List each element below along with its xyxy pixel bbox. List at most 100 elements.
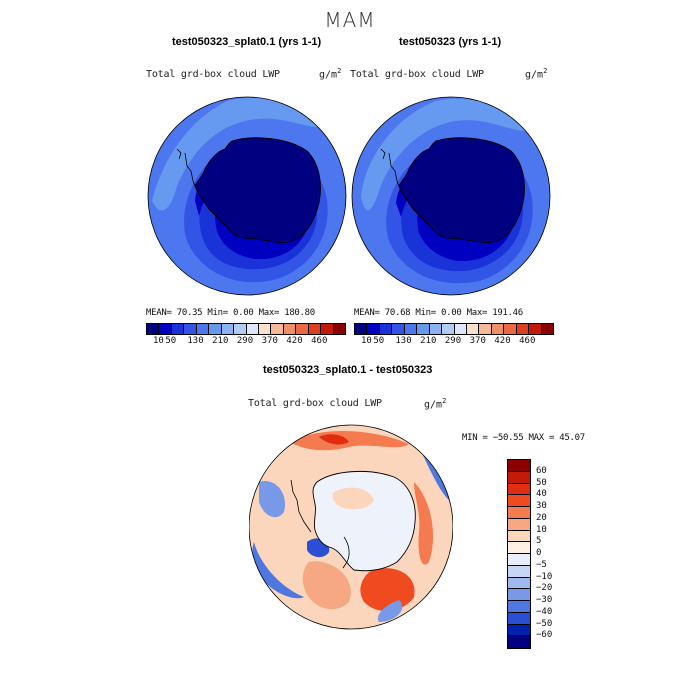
diff-colorbar-swatch — [508, 507, 530, 519]
diff-colorbar-tick-label: −50 — [536, 618, 553, 629]
panel1-colorbar-swatch — [258, 324, 272, 334]
diff-units: g/m2 — [424, 397, 447, 411]
panel2-colorbar-swatch — [392, 324, 405, 334]
diff-title: test050323_splat0.1 - test050323 — [263, 364, 433, 376]
panel2-colorbar-swatch — [479, 324, 492, 334]
panel2-variable: Total grd-box cloud LWP — [350, 69, 484, 80]
panel2-units: g/m2 — [525, 67, 548, 81]
diff-field-patch — [377, 600, 403, 622]
diff-coast — [290, 479, 312, 533]
panel2-colorbar-swatch — [529, 324, 542, 334]
diff-colorbar-swatch — [508, 589, 530, 601]
panel1-colorbar-swatch — [321, 324, 334, 334]
panel2-colorbar-swatch — [504, 324, 517, 334]
diff-colorbar-swatch — [508, 495, 530, 507]
diff-colorbar-tick-label: −40 — [536, 606, 553, 617]
diff-field-patch — [302, 561, 351, 610]
diff-map-border — [249, 424, 453, 630]
panel1-colorbar-tick-label: 210 — [212, 336, 229, 346]
diff-colorbar-swatch — [508, 554, 530, 566]
diff-colorbar-tick-label: −10 — [536, 571, 553, 582]
panel2-colorbar-swatch — [466, 324, 480, 334]
diff-colorbar-swatch — [508, 471, 530, 484]
diff-field-patch — [289, 430, 409, 451]
panel1-colorbar-swatch — [271, 324, 284, 334]
diff-colorbar-swatch — [508, 542, 530, 554]
diff-variable: Total grd-box cloud LWP — [248, 398, 382, 409]
panel1-variable: Total grd-box cloud LWP — [146, 69, 280, 80]
diff-stats: MIN = −50.55 MAX = 45.07 — [462, 433, 585, 443]
panel1-colorbar-swatch — [147, 324, 160, 334]
diff-colorbar-tick-label: −30 — [536, 595, 553, 605]
panel1-colorbar-tick-label: 10 — [152, 336, 164, 346]
panel2-field-patch — [361, 98, 531, 210]
diff-colorbar-tick-label: 60 — [536, 465, 547, 476]
panel1-colorbar-tick-label: 370 — [261, 336, 278, 346]
panel1-coast — [176, 148, 182, 160]
panel1-colorbar-tick-label: 460 — [311, 336, 328, 346]
panel2-title: test050323 (yrs 1-1) — [399, 36, 502, 48]
panel1-map-border — [147, 96, 347, 296]
diff-continent-patch — [332, 487, 374, 510]
panel1-continent — [194, 137, 321, 244]
panel1-colorbar-swatch — [308, 324, 322, 334]
panel1-colorbar-swatch — [171, 324, 185, 334]
panel1-units: g/m2 — [319, 67, 342, 81]
panel1-colorbar-swatch — [296, 324, 309, 334]
diff-colorbar-swatch — [508, 530, 530, 543]
panel2-colorbar-tick-label: 460 — [519, 336, 536, 346]
panel2-colorbar-tick-label: 210 — [420, 336, 437, 346]
panel1-colorbar-swatch — [209, 324, 222, 334]
panel1-colorbar-swatch — [283, 324, 297, 334]
diff-colorbar-swatch — [508, 565, 530, 578]
diff-colorbar — [507, 459, 531, 649]
season-title: MAM — [324, 8, 376, 32]
diff-colorbar-tick-label: −60 — [536, 630, 553, 641]
diff-colorbar-swatch — [508, 483, 530, 496]
panel2-colorbar-swatch — [541, 324, 553, 334]
panel1-stats: MEAN= 70.35 Min= 0.00 Max= 180.80 — [146, 308, 315, 318]
panel2-coast — [380, 148, 386, 160]
panel1-field-patch — [152, 98, 322, 211]
diff-field-patch — [414, 482, 434, 565]
diff-colorbar-tick-label: 5 — [536, 536, 542, 547]
panel2-colorbar-tick-label: 10 — [360, 336, 372, 346]
panel2-colorbar-swatch — [355, 324, 368, 334]
panel1-title: test050323_splat0.1 (yrs 1-1) — [172, 36, 322, 48]
panel1-colorbar — [146, 323, 346, 335]
panel1-colorbar-swatch — [333, 324, 345, 334]
panel2-colorbar-swatch — [429, 324, 443, 334]
diff-colorbar-tick-label: 0 — [536, 548, 542, 558]
diff-colorbar-tick-label: −5 — [536, 559, 547, 570]
diff-coast — [342, 536, 350, 569]
panel1-colorbar-tick-label: 50 — [165, 336, 177, 346]
diff-colorbar-tick-label: 30 — [536, 501, 547, 511]
panel2-colorbar-swatch — [379, 324, 393, 334]
diff-colorbar-tick-label: 10 — [536, 524, 547, 535]
diff-colorbar-tick-label: 20 — [536, 512, 547, 523]
panel1-colorbar-swatch — [234, 324, 247, 334]
diff-colorbar-swatch — [508, 601, 530, 613]
panel1-colorbar-tick-label: 130 — [187, 336, 204, 346]
panel2-colorbar — [354, 323, 554, 335]
diff-polar-map — [249, 424, 453, 630]
panel1-colorbar-swatch — [246, 324, 259, 334]
panel2-colorbar-tick-label: 370 — [469, 336, 486, 346]
diff-field-patch — [259, 481, 285, 518]
diff-colorbar-swatch — [508, 612, 530, 625]
panel2-polar-map — [351, 96, 551, 296]
panel2-stats: MEAN= 70.68 Min= 0.00 Max= 191.46 — [354, 308, 523, 318]
panel1-colorbar-swatch — [221, 324, 235, 334]
panel1-colorbar-tick-label: 420 — [286, 336, 303, 346]
diff-colorbar-swatch — [508, 518, 530, 531]
panel2-map-border — [351, 96, 551, 296]
diff-colorbar-tick-label: 40 — [536, 489, 547, 500]
diff-colorbar-swatch — [508, 624, 530, 637]
panel2-colorbar-swatch — [367, 324, 380, 334]
panel1-colorbar-tick-label: 290 — [236, 336, 254, 346]
panel1-coast — [184, 152, 204, 200]
diff-field-patch — [360, 568, 415, 612]
diff-colorbar-swatch — [508, 460, 530, 472]
diff-colorbar-swatch — [508, 577, 530, 590]
panel2-colorbar-swatch — [454, 324, 467, 334]
